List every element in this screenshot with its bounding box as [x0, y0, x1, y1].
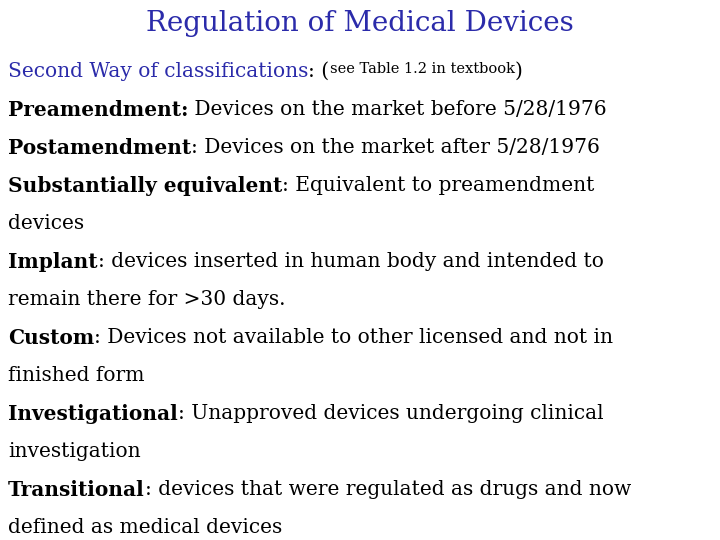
- Text: : devices that were regulated as drugs and now: : devices that were regulated as drugs a…: [145, 480, 631, 499]
- Text: Custom: Custom: [8, 328, 94, 348]
- Text: : Devices on the market after 5/28/1976: : Devices on the market after 5/28/1976: [191, 138, 600, 157]
- Text: finished form: finished form: [8, 366, 145, 385]
- Text: devices: devices: [8, 214, 84, 233]
- Text: : (: : (: [308, 62, 330, 81]
- Text: see Table 1.2 in textbook: see Table 1.2 in textbook: [330, 62, 515, 76]
- Text: Devices on the market before 5/28/1976: Devices on the market before 5/28/1976: [189, 100, 607, 119]
- Text: : Devices not available to other licensed and not in: : Devices not available to other license…: [94, 328, 613, 347]
- Text: : Unapproved devices undergoing clinical: : Unapproved devices undergoing clinical: [178, 404, 603, 423]
- Text: investigation: investigation: [8, 442, 140, 461]
- Text: Regulation of Medical Devices: Regulation of Medical Devices: [146, 10, 574, 37]
- Text: Transitional: Transitional: [8, 480, 145, 500]
- Text: Substantially equivalent: Substantially equivalent: [8, 176, 282, 196]
- Text: : devices inserted in human body and intended to: : devices inserted in human body and int…: [97, 252, 603, 271]
- Text: remain there for >30 days.: remain there for >30 days.: [8, 290, 286, 309]
- Text: ): ): [515, 62, 523, 81]
- Text: Preamendment:: Preamendment:: [8, 100, 189, 120]
- Text: defined as medical devices: defined as medical devices: [8, 518, 282, 537]
- Text: Investigational: Investigational: [8, 404, 178, 424]
- Text: Implant: Implant: [8, 252, 97, 272]
- Text: : Equivalent to preamendment: : Equivalent to preamendment: [282, 176, 595, 195]
- Text: Second Way of classifications: Second Way of classifications: [8, 62, 308, 81]
- Text: Postamendment: Postamendment: [8, 138, 191, 158]
